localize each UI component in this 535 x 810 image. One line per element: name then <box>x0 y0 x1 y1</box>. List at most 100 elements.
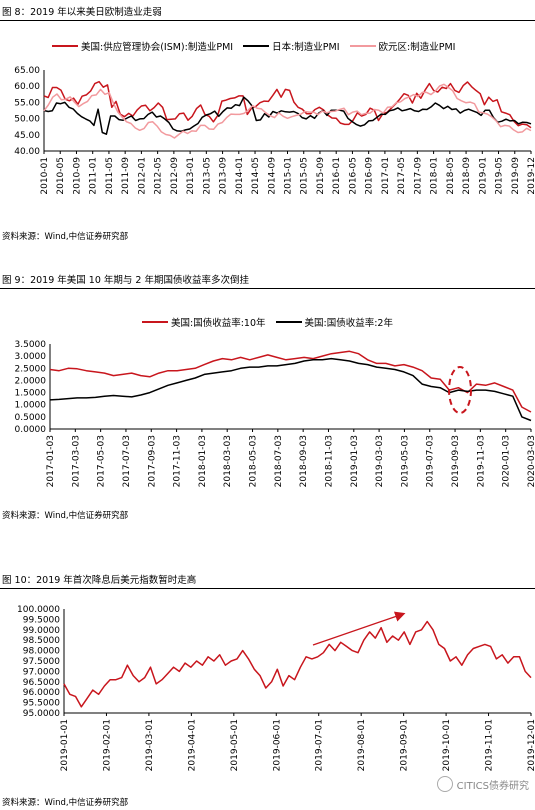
x-tick-label: 2018-05-03 <box>249 435 259 487</box>
legend-swatch <box>349 45 376 47</box>
x-tick-label: 2011-09 <box>121 157 131 195</box>
y-tick-label: 40.00 <box>14 147 40 157</box>
figure-10-panel: 图 10：2019 年首次降息后美元指数暂时走高 95.0000 95.5000 9… <box>0 568 535 810</box>
y-tick-label: 96.5000 <box>23 678 60 688</box>
figure-9-panel: 图 9：2019 年美国 10 年期与 2 年期国债收益率多次倒挂 美国:国债收… <box>0 266 535 530</box>
watermark-text: CITICS债券研究 <box>456 780 529 792</box>
legend-swatch <box>52 45 78 47</box>
trend-arrow <box>312 611 406 646</box>
x-tick-label: 2018-05 <box>446 157 456 195</box>
y-tick-label: 96.0000 <box>23 688 60 698</box>
x-tick-label: 2013-01 <box>186 157 196 195</box>
source-note: 资料来源：Wind,中信证券研究部 <box>2 798 129 808</box>
x-tick-label: 2019-05 <box>495 157 505 195</box>
x-tick-label: 2019-05-03 <box>400 435 410 487</box>
title-divider <box>0 588 535 589</box>
y-tick-label: 97.5000 <box>23 657 60 667</box>
y-tick-label: 98.5000 <box>23 636 60 646</box>
x-tick-label: 2015-01 <box>284 157 294 195</box>
x-tick-label: 2016-01 <box>332 157 342 195</box>
dollar-index-line-chart: 95.000095.500096.000096.500097.000097.50… <box>17 605 535 771</box>
y-tick-label: 3.0000 <box>15 352 47 362</box>
y-tick-label: 95.0000 <box>23 709 60 719</box>
x-tick-label: 2012-09 <box>170 157 180 195</box>
highlight-ellipse <box>448 366 472 414</box>
series-line-2 <box>43 83 532 139</box>
x-tick-label: 2017-05-03 <box>97 435 107 487</box>
figure-title: 图 9：2019 年美国 10 年期与 2 年期国债收益率多次倒挂 <box>2 275 249 286</box>
x-tick-label: 2010-05 <box>56 157 66 195</box>
y-tick-label: 100.0000 <box>17 605 60 615</box>
x-tick-label: 2016-09 <box>365 157 375 195</box>
x-tick-label: 2017-01-03 <box>46 435 56 487</box>
x-tick-label: 2017-11-03 <box>173 435 183 487</box>
x-tick-label: 2012-05 <box>154 157 164 195</box>
y-tick-label: 55.00 <box>14 98 40 108</box>
x-tick-label: 2019-07-01 <box>315 719 325 771</box>
x-tick-label: 2019-05-01 <box>230 719 240 771</box>
legend-item-japan: 日本:制造业PMI <box>243 39 340 53</box>
y-tick-label: 99.5000 <box>23 615 60 625</box>
x-tick-label: 2010-09 <box>72 157 82 195</box>
chart-legend: 美国:供应管理协会(ISM):制造业PMI 日本:制造业PMI 欧元区:制造业P… <box>52 39 465 53</box>
x-tick-label: 2018-09-03 <box>299 435 309 487</box>
chart-legend: 美国:国债收益率:10年 美国:国债收益率:2年 <box>142 315 403 329</box>
x-tick-label: 2019-09-03 <box>451 435 461 487</box>
figure-title: 图 8：2019 年以来美日欧制造业走弱 <box>2 7 162 18</box>
x-tick-label: 2013-05 <box>202 157 212 195</box>
x-tick-label: 2014-09 <box>267 157 277 195</box>
x-tick-label: 2015-09 <box>316 157 326 195</box>
x-tick-label: 2020-01-03 <box>502 435 512 487</box>
y-tick-label: 65.00 <box>14 66 40 76</box>
x-tick-label: 2018-11-03 <box>324 435 334 487</box>
x-tick-label: 2018-09 <box>462 157 472 195</box>
legend-swatch <box>275 321 302 323</box>
y-tick-label: 50.00 <box>14 115 40 125</box>
x-tick-label: 2011-05 <box>105 157 115 195</box>
legend-item-10y: 美国:国债收益率:10年 <box>142 315 266 329</box>
x-tick-label: 2019-03-01 <box>145 719 155 771</box>
pmi-line-chart: 40.00 45.00 50.00 55.00 60.00 65.00 2010-01 201… <box>14 66 535 195</box>
series-line-0 <box>49 350 532 413</box>
x-tick-label: 2019-12 <box>527 157 535 195</box>
x-tick-label: 2017-01 <box>381 157 391 195</box>
x-tick-label: 2014-05 <box>251 157 261 195</box>
wechat-icon <box>436 776 453 792</box>
series-line-0 <box>63 620 532 708</box>
x-tick-label: 2019-01-03 <box>350 435 360 487</box>
y-tick-label: 0.5000 <box>15 413 47 423</box>
figure-8-panel: 图 8：2019 年以来美日欧制造业走弱 美国:供应管理协会(ISM):制造业P… <box>0 0 535 250</box>
x-tick-label: 2019-11-03 <box>476 435 486 487</box>
x-tick-label: 2017-09-03 <box>147 435 157 487</box>
x-tick-label: 2019-03-03 <box>375 435 385 487</box>
legend-label: 日本:制造业PMI <box>272 42 340 53</box>
x-tick-label: 2019-11-01 <box>485 719 495 771</box>
x-tick-label: 2019-08-01 <box>357 719 367 771</box>
series-line-1 <box>49 357 532 422</box>
x-tick-label: 2012-01 <box>137 157 147 195</box>
x-tick-label: 2017-03-03 <box>71 435 81 487</box>
series-line-0 <box>43 80 532 129</box>
x-tick-label: 2017-07-03 <box>122 435 132 487</box>
x-tick-label: 2018-03-03 <box>223 435 233 487</box>
x-tick-label: 2019-10-01 <box>442 719 452 771</box>
x-tick-label: 2018-01 <box>430 157 440 195</box>
source-note: 资料来源：Wind,中信证券研究部 <box>2 232 129 242</box>
treasury-yield-line-chart: 0.0000 0.5000 1.0000 1.5000 2.0000 2.5000 3.00… <box>15 340 535 487</box>
y-tick-label: 1.5000 <box>15 389 47 399</box>
figure-title: 图 10：2019 年首次降息后美元指数暂时走高 <box>2 575 197 586</box>
y-tick-label: 45.00 <box>14 131 40 141</box>
x-tick-label: 2016-05 <box>348 157 358 195</box>
title-divider <box>0 288 535 289</box>
legend-item-eurozone: 欧元区:制造业PMI <box>349 39 456 53</box>
y-tick-label: 99.0000 <box>23 626 60 636</box>
series-line-1 <box>43 96 532 135</box>
legend-label: 美国:国债收益率:10年 <box>171 318 266 329</box>
legend-label: 欧元区:制造业PMI <box>378 42 456 53</box>
legend-swatch <box>142 321 168 323</box>
y-tick-label: 98.0000 <box>23 647 60 657</box>
y-tick-label: 0.0000 <box>15 425 47 435</box>
x-tick-label: 2015-05 <box>300 157 310 195</box>
y-tick-label: 95.5000 <box>23 699 60 709</box>
y-tick-label: 1.0000 <box>15 401 47 411</box>
